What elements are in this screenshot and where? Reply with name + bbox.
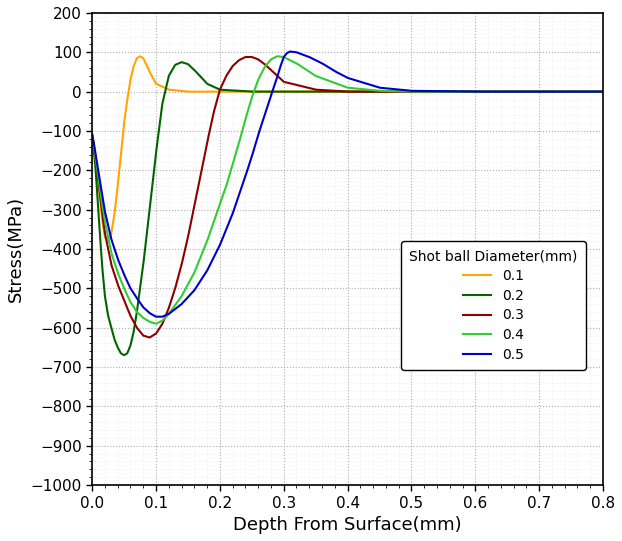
0.1: [104, 237, 112, 244]
0.4: [296, 62, 304, 69]
0.4: [274, 53, 281, 60]
0.1: [142, 60, 149, 66]
0.2: [440, 88, 448, 95]
0.3: [497, 88, 504, 95]
0.4: [141, 315, 148, 322]
0.2: [599, 88, 606, 95]
0.2: [178, 59, 185, 65]
0.5: [296, 50, 304, 57]
0.2: [315, 88, 322, 95]
0.3: [488, 88, 495, 95]
0.2: [120, 352, 128, 358]
0.5: [488, 88, 495, 95]
0.5: [152, 313, 160, 320]
0.1: [440, 88, 448, 95]
0.3: [88, 131, 96, 138]
0.5: [315, 58, 322, 64]
Line: 0.2: 0.2: [92, 62, 603, 355]
0.4: [599, 88, 606, 95]
0.5: [440, 88, 448, 95]
0.3: [599, 88, 606, 95]
0.3: [315, 87, 322, 93]
Y-axis label: Stress(MPa): Stress(MPa): [7, 196, 25, 302]
0.5: [141, 305, 148, 312]
0.1: [497, 88, 504, 95]
0.1: [315, 88, 322, 95]
0.2: [497, 88, 504, 95]
0.5: [599, 88, 606, 95]
0.1: [136, 53, 144, 60]
0.1: [488, 88, 495, 95]
0.5: [286, 48, 294, 55]
Line: 0.3: 0.3: [92, 57, 603, 338]
0.1: [296, 88, 304, 95]
0.3: [146, 334, 153, 341]
Line: 0.4: 0.4: [92, 56, 603, 324]
0.5: [88, 131, 96, 138]
0.2: [141, 248, 149, 254]
0.3: [296, 83, 304, 89]
Legend: 0.1, 0.2, 0.3, 0.4, 0.5: 0.1, 0.2, 0.3, 0.4, 0.5: [401, 241, 586, 370]
Line: 0.5: 0.5: [92, 51, 603, 316]
0.1: [599, 88, 606, 95]
0.4: [152, 320, 160, 327]
0.5: [497, 88, 504, 95]
0.2: [88, 131, 96, 138]
0.4: [488, 88, 495, 95]
0.3: [440, 88, 448, 95]
X-axis label: Depth From Surface(mm): Depth From Surface(mm): [233, 516, 462, 534]
Line: 0.1: 0.1: [92, 56, 603, 241]
0.1: [88, 131, 96, 138]
0.4: [88, 131, 96, 138]
0.2: [296, 88, 304, 95]
0.4: [315, 74, 322, 80]
0.4: [440, 88, 448, 95]
0.3: [242, 54, 249, 60]
0.3: [141, 333, 148, 339]
0.4: [497, 88, 504, 95]
0.2: [488, 88, 495, 95]
